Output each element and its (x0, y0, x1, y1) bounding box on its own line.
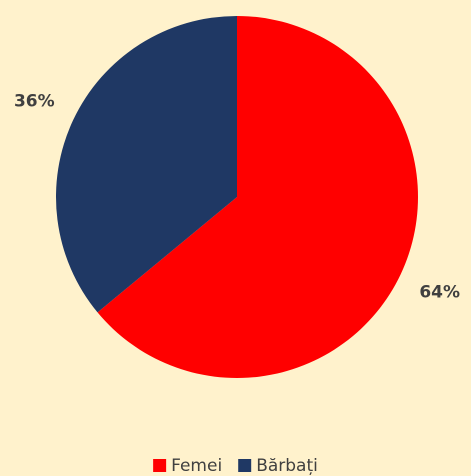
pie-slice (55, 16, 237, 313)
data-label: 64% (419, 282, 460, 302)
pie-slice (97, 16, 418, 378)
legend-swatch (153, 459, 167, 472)
legend-label: Bărbați (256, 456, 318, 476)
data-label: 36% (14, 92, 55, 112)
legend-label: Femei (171, 456, 222, 476)
legend-swatch (238, 459, 252, 472)
